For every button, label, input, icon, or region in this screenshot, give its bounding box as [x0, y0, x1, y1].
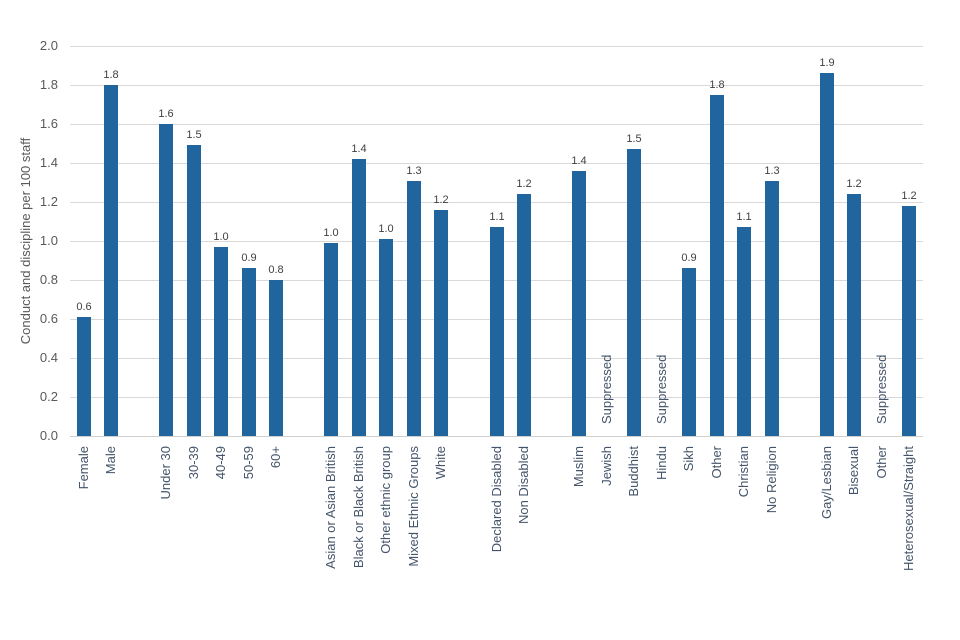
- suppressed-label: Suppressed: [873, 354, 889, 424]
- bar: [159, 124, 173, 436]
- x-category-label: Other: [708, 446, 724, 479]
- bar: [710, 95, 724, 436]
- y-tick-label: 1.6: [39, 116, 58, 131]
- bar: [820, 73, 834, 436]
- x-category-label: 40-49: [213, 446, 229, 480]
- bar: [214, 247, 228, 436]
- x-category-label: 60+: [268, 446, 284, 469]
- gridline: [70, 202, 923, 203]
- bar: [269, 280, 283, 436]
- bar: [104, 85, 118, 436]
- bar-value-label: 1.0: [213, 231, 229, 243]
- bar: [490, 227, 504, 436]
- bar-value-label: 1.3: [406, 165, 422, 177]
- bar: [187, 145, 201, 436]
- y-tick-label: 0.0: [39, 428, 58, 443]
- y-tick-label: 2.0: [39, 38, 58, 53]
- x-category-label: Female: [75, 446, 91, 490]
- bar: [627, 149, 641, 436]
- bar-value-label: 1.2: [516, 178, 532, 190]
- bar-value-label: 1.0: [323, 227, 339, 239]
- bar-value-label: 1.3: [764, 165, 780, 177]
- x-category-label: Christian: [736, 446, 752, 498]
- bar-value-label: 1.2: [433, 194, 449, 206]
- bar: [737, 227, 751, 436]
- bar-value-label: 1.4: [351, 143, 367, 155]
- y-tick-label: 1.0: [39, 233, 58, 248]
- bar-value-label: 1.8: [709, 79, 725, 91]
- x-category-label: No Religion: [763, 446, 779, 514]
- x-category-label: Bisexual: [846, 446, 862, 496]
- y-tick-label: 1.2: [39, 194, 58, 209]
- bar-value-label: 1.6: [158, 108, 174, 120]
- bar: [324, 243, 338, 436]
- bar-value-label: 0.8: [268, 264, 284, 276]
- bar-value-label: 1.5: [186, 129, 202, 141]
- x-axis-line: [70, 436, 923, 437]
- bar-value-label: 0.6: [76, 301, 92, 313]
- x-category-label: Asian or Asian British: [323, 446, 339, 569]
- gridline: [70, 46, 923, 47]
- x-category-label: Hindu: [653, 446, 669, 480]
- x-category-label: Heterosexual/Straight: [901, 446, 917, 572]
- bar: [765, 181, 779, 436]
- x-category-label: 50-59: [240, 446, 256, 480]
- bar-value-label: 1.2: [901, 190, 917, 202]
- y-tick-label: 0.8: [39, 272, 58, 287]
- bar: [379, 239, 393, 436]
- bar: [847, 194, 861, 436]
- gridline: [70, 163, 923, 164]
- x-category-label: Under 30: [158, 446, 174, 500]
- x-category-label: Non Disabled: [516, 446, 532, 525]
- bar-value-label: 1.0: [378, 223, 394, 235]
- bar-value-label: 1.1: [489, 211, 505, 223]
- x-category-label: White: [433, 446, 449, 480]
- x-category-label: Other ethnic group: [378, 446, 394, 554]
- y-tick-label: 1.8: [39, 77, 58, 92]
- bar-value-label: 1.5: [626, 133, 642, 145]
- suppressed-label: Suppressed: [653, 354, 669, 424]
- x-category-label: Buddhist: [626, 446, 642, 497]
- bar-value-label: 0.9: [681, 252, 697, 264]
- bar-value-label: 1.4: [571, 155, 587, 167]
- gridline: [70, 85, 923, 86]
- x-category-label: Other: [873, 446, 889, 479]
- bar: [572, 171, 586, 436]
- bar-value-label: 1.9: [819, 57, 835, 69]
- suppressed-label: Suppressed: [598, 354, 614, 424]
- x-category-label: Gay/Lesbian: [818, 446, 834, 519]
- bar-value-label: 1.1: [736, 211, 752, 223]
- x-category-label: Black or Black British: [350, 446, 366, 569]
- bar: [902, 206, 916, 436]
- bar-value-label: 1.8: [103, 69, 119, 81]
- bar: [434, 210, 448, 436]
- bar-value-label: 1.2: [846, 178, 862, 190]
- x-category-label: Muslim: [571, 446, 587, 488]
- bar: [352, 159, 366, 436]
- bar: [407, 181, 421, 436]
- bar: [517, 194, 531, 436]
- x-category-label: Sikh: [681, 446, 697, 472]
- y-tick-label: 0.4: [39, 350, 58, 365]
- x-category-label: Declared Disabled: [488, 446, 504, 553]
- x-category-label: Mixed Ethnic Groups: [405, 446, 421, 567]
- x-category-label: 30-39: [185, 446, 201, 480]
- bar-value-label: 0.9: [241, 252, 257, 264]
- y-tick-label: 0.2: [39, 389, 58, 404]
- y-tick-label: 1.4: [39, 155, 58, 170]
- bar: [682, 268, 696, 436]
- x-category-label: Jewish: [598, 446, 614, 486]
- gridline: [70, 124, 923, 125]
- y-tick-label: 0.6: [39, 311, 58, 326]
- bar: [242, 268, 256, 436]
- bar: [77, 317, 91, 436]
- x-category-label: Male: [103, 446, 119, 475]
